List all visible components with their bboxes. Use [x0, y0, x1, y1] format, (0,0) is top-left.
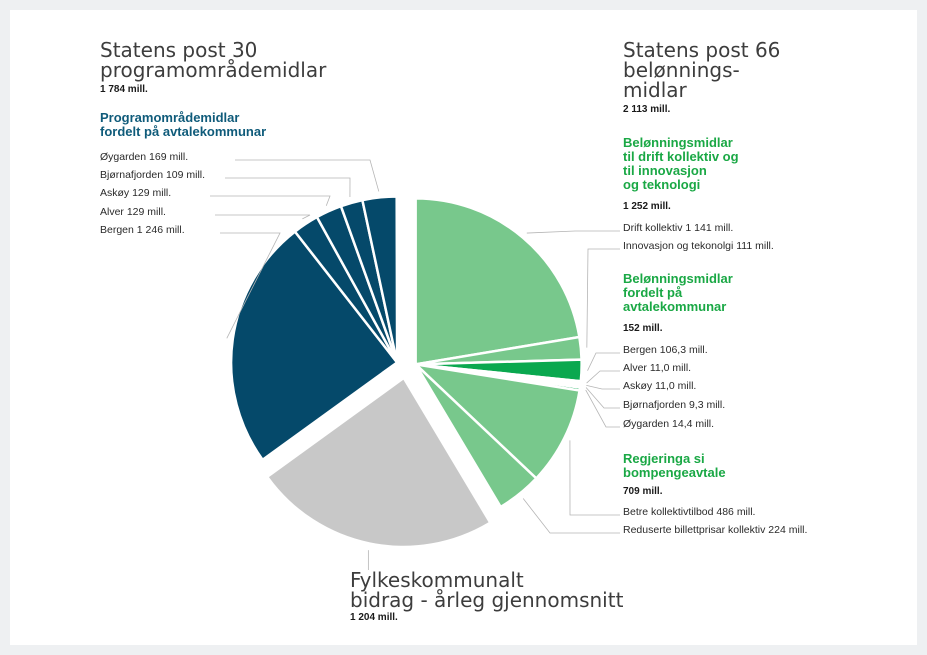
label-drift: Drift kollektiv 1 141 mill. — [623, 222, 734, 234]
post30-title: Statens post 30 programområdemidlar — [100, 38, 327, 82]
leader-line — [220, 232, 281, 339]
kommunar-amount: 152 mill. — [623, 323, 663, 334]
post30-subheading: Programområdemidlar fordelt på avtalekom… — [100, 110, 267, 139]
label-innovasjon: Innovasjon og tekonolgi 111 mill. — [623, 240, 774, 252]
pie-slice — [414, 363, 539, 509]
chart-card: Statens post 30 programområdemidlar 1 78… — [10, 10, 917, 645]
label-bergen-66: Bergen 106,3 mill. — [623, 344, 708, 356]
label-betre: Betre kollektivtilbod 486 mill. — [623, 506, 756, 518]
label-bjornafjorden-66: Bjørnafjorden 9,3 mill. — [623, 399, 726, 411]
leader-line — [210, 195, 331, 206]
leader-line — [585, 389, 620, 428]
pie-slice — [229, 229, 399, 462]
pie-slice — [414, 197, 581, 366]
label-bergen-30: Bergen 1 246 mill. — [100, 224, 185, 236]
drift-subheading: Belønningsmidlar til drift kollektiv og … — [623, 135, 739, 192]
label-reduserte: Reduserte billettprisar kollektiv 224 mi… — [623, 524, 808, 536]
leader-line — [585, 387, 620, 409]
post66-amount: 2 113 mill. — [623, 104, 671, 115]
pie-slice — [268, 379, 489, 546]
fylke-title: Fylkeskommunalt bidrag - årleg gjennomsn… — [350, 568, 624, 612]
label-alver-30: Alver 129 mill. — [100, 206, 166, 218]
leader-line — [235, 159, 380, 192]
post66-title: Statens post 66 belønnings- midlar — [623, 38, 781, 102]
leader-line — [225, 177, 351, 198]
label-bjornafjorden-30: Bjørnafjorden 109 mill. — [100, 169, 206, 181]
kommunar-subheading: Belønningsmidlar fordelt på avtalekommun… — [623, 271, 733, 314]
leader-line — [522, 498, 620, 534]
leader-line — [586, 370, 620, 384]
leader-line — [586, 248, 620, 348]
bompenge-amount: 709 mill. — [623, 486, 663, 497]
label-askoy-30: Askøy 129 mill. — [100, 187, 172, 199]
leader-line — [215, 214, 311, 220]
fylke-amount: 1 204 mill. — [350, 612, 398, 623]
label-oygarden-66: Øygarden 14,4 mill. — [623, 418, 715, 430]
pie-chart — [210, 159, 620, 570]
post30-amount: 1 784 mill. — [100, 84, 148, 95]
label-askoy-66: Askøy 11,0 mill. — [623, 380, 697, 392]
leader-line — [586, 384, 620, 390]
leader-line — [526, 230, 620, 234]
pie-slice — [360, 195, 399, 363]
label-alver-66: Alver 11,0 mill. — [623, 362, 692, 374]
bompenge-subheading: Regjeringa si bompengeavtale — [623, 451, 726, 480]
pie-slice — [411, 362, 581, 481]
leader-line — [569, 440, 620, 516]
drift-amount: 1 252 mill. — [623, 201, 671, 212]
leader-line — [587, 352, 620, 371]
label-oygarden-30: Øygarden 169 mill. — [100, 151, 189, 163]
